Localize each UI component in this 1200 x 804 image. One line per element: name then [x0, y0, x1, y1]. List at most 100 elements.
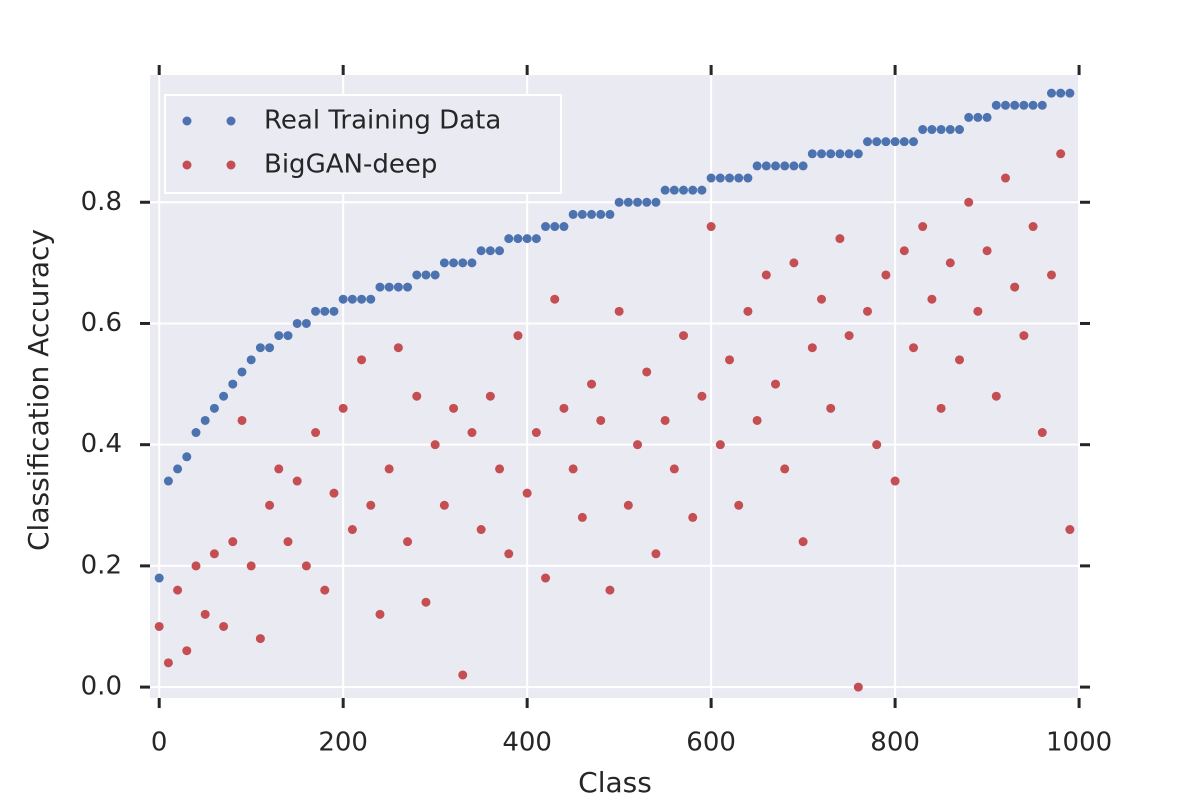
point	[495, 246, 505, 256]
y-axis-label: Classification Accuracy	[22, 229, 55, 551]
y-tick-label: 0.6	[81, 308, 122, 338]
point	[292, 476, 302, 486]
point	[881, 270, 891, 280]
point	[531, 234, 541, 244]
point	[1065, 88, 1075, 98]
point	[909, 343, 919, 353]
point	[577, 209, 587, 219]
legend: Real Training Data BigGAN-deep	[164, 94, 562, 194]
point	[890, 476, 900, 486]
legend-marker	[226, 160, 236, 170]
point	[513, 331, 523, 341]
point	[771, 379, 781, 389]
point	[550, 222, 560, 232]
point	[844, 149, 854, 159]
point	[412, 391, 422, 401]
point	[347, 294, 357, 304]
point	[853, 149, 863, 159]
point	[246, 355, 256, 365]
point	[789, 161, 799, 171]
point	[329, 488, 339, 498]
point	[246, 561, 256, 571]
point	[228, 537, 238, 547]
y-tick-label: 0.4	[81, 429, 122, 459]
point	[623, 500, 633, 510]
point	[945, 125, 955, 135]
point	[1065, 525, 1075, 535]
legend-label: Real Training Data	[264, 106, 501, 136]
point	[154, 573, 164, 583]
point	[605, 585, 615, 595]
point	[366, 500, 376, 510]
y-tick-label: 0.0	[81, 672, 122, 702]
x-axis-label: Class	[578, 766, 652, 799]
point	[301, 561, 311, 571]
point	[504, 234, 514, 244]
point	[872, 440, 882, 450]
point	[375, 609, 385, 619]
point	[200, 609, 210, 619]
x-tick-label: 400	[502, 728, 552, 758]
point	[807, 149, 817, 159]
point	[274, 464, 284, 474]
point	[954, 355, 964, 365]
point	[1019, 100, 1029, 110]
point	[421, 597, 431, 607]
point	[715, 173, 725, 183]
point	[393, 343, 403, 353]
point	[1000, 100, 1010, 110]
point	[752, 415, 762, 425]
point	[292, 318, 302, 328]
point	[338, 403, 348, 413]
point	[982, 112, 992, 122]
legend-marker	[182, 116, 192, 126]
point	[697, 391, 707, 401]
point	[973, 306, 983, 316]
point	[881, 137, 891, 147]
point	[679, 331, 689, 341]
point	[384, 282, 394, 292]
point	[200, 415, 210, 425]
legend-marker	[182, 160, 192, 170]
point	[660, 185, 670, 195]
point	[182, 646, 192, 656]
point	[1019, 331, 1029, 341]
point	[899, 246, 909, 256]
point	[872, 137, 882, 147]
point	[798, 161, 808, 171]
point	[485, 246, 495, 256]
point	[798, 537, 808, 547]
point	[265, 500, 275, 510]
point	[154, 621, 164, 631]
point	[458, 258, 468, 268]
point	[476, 525, 486, 535]
point	[485, 391, 495, 401]
point	[1056, 88, 1066, 98]
point	[467, 428, 477, 438]
point	[191, 561, 201, 571]
point	[835, 149, 845, 159]
point	[559, 222, 569, 232]
point	[311, 306, 321, 316]
point	[734, 173, 744, 183]
point	[163, 658, 173, 668]
point	[954, 125, 964, 135]
point	[504, 549, 514, 559]
point	[274, 331, 284, 341]
point	[568, 464, 578, 474]
point	[743, 306, 753, 316]
point	[982, 246, 992, 256]
point	[587, 379, 597, 389]
point	[559, 403, 569, 413]
point	[522, 234, 532, 244]
point	[1037, 428, 1047, 438]
point	[237, 415, 247, 425]
point	[623, 197, 633, 207]
point	[927, 125, 937, 135]
point	[568, 209, 578, 219]
point	[826, 149, 836, 159]
point	[191, 428, 201, 438]
point	[550, 294, 560, 304]
point	[945, 258, 955, 268]
